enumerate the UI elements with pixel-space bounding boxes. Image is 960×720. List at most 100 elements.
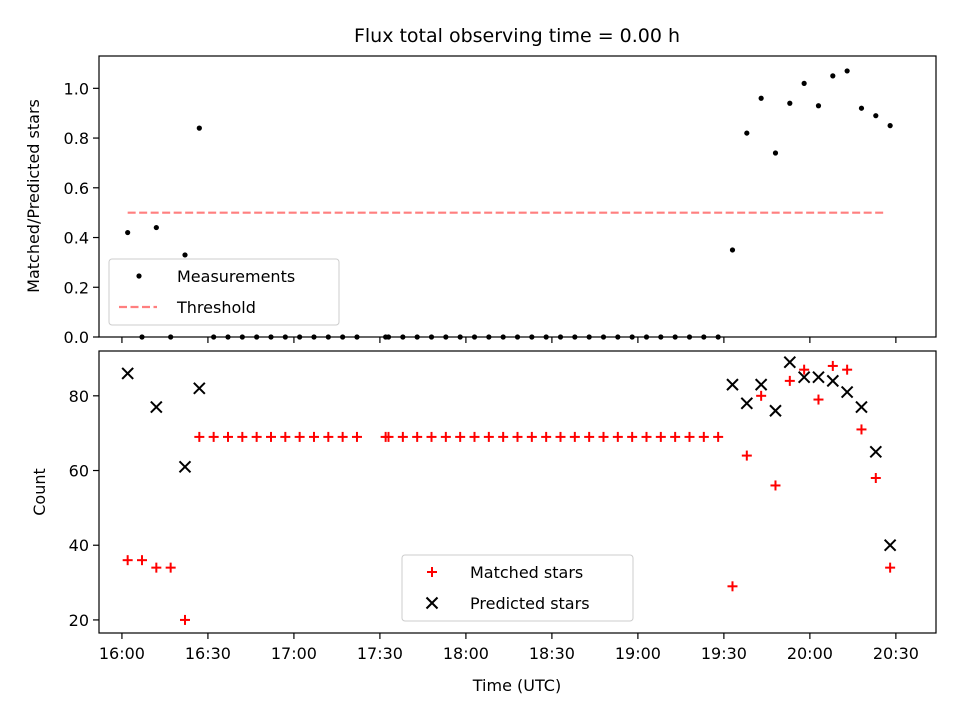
x-tick-label: 19:00 [615,644,661,663]
measurement-point [887,123,893,129]
matched-star-point [885,562,896,573]
legend-label: Measurements [177,267,295,286]
predicted-star-point [740,397,754,410]
bottom-y-tick-label: 20 [69,611,89,630]
predicted-star-point [883,539,897,552]
matched-star-point [713,431,724,442]
matched-star-point [208,431,219,442]
matched-star-point [337,431,348,442]
top-y-tick-label: 0.8 [64,129,89,148]
predicted-star-point [178,460,192,473]
matched-star-point [641,431,652,442]
legend-marker-matched [427,567,437,577]
predicted-star-point [193,382,206,395]
x-tick-label: 17:30 [357,644,403,663]
x-tick-label: 18:00 [443,644,489,663]
measurement-point [772,150,779,156]
predicted-star-point [754,378,768,391]
bottom-legend: Matched stars Predicted stars [401,554,634,622]
matched-star-point [412,431,423,442]
matched-star-point [222,431,233,442]
measurement-point [873,113,879,119]
matched-star-point [598,431,609,442]
matched-star-point [612,431,623,442]
top-panel: 0.0 0.2 0.4 0.6 0.8 1.0 Matched/Predicted sta… [24,55,937,347]
matched-star-point [265,431,276,442]
measurement-point [758,95,764,101]
top-y-tick-label: 0.2 [64,278,89,297]
legend-marker-measurements [136,273,142,279]
matched-star-point [842,364,853,375]
legend-label: Predicted stars [470,594,590,613]
matched-star-point [655,431,666,442]
matched-star-point [194,431,205,442]
matched-star-point [813,394,824,405]
legend-label: Matched stars [470,563,583,582]
measurement-point [196,125,202,131]
bottom-y-tick-label: 80 [69,387,89,406]
matched-star-point [756,390,767,401]
matched-star-point [684,431,695,442]
top-y-tick-label: 0.0 [64,328,89,347]
predicted-star-point [840,385,854,399]
predicted-star-point [783,355,797,369]
matched-star-point [122,555,133,566]
measurement-point [182,252,188,258]
bottom-y-tick-label: 40 [69,536,89,555]
predicted-star-point [826,374,840,388]
top-y-tick-label: 0.6 [64,179,89,198]
predicted-star-point [121,367,134,380]
matched-star-point [498,431,509,442]
legend-box [401,554,634,622]
matched-star-point [237,431,248,442]
measurement-point [844,68,850,74]
measurement-point [744,130,750,136]
matched-star-point [397,431,408,442]
measurement-point [815,103,822,109]
matched-star-point [179,614,190,625]
predicted-star-point [726,378,739,391]
measurement-point [830,73,836,79]
matched-star-point [440,431,451,442]
matched-star-point [569,431,580,442]
x-tick-label: 17:00 [271,644,317,663]
predicted-star-point [769,404,782,417]
legend-marker-predicted [425,596,439,610]
top-ticks: 0.0 0.2 0.4 0.6 0.8 1.0 [64,79,897,347]
matched-star-point [627,431,638,442]
predicted-star-point [812,370,825,384]
legend-label: Threshold [176,298,256,317]
matched-star-point [784,375,795,386]
matched-star-point [294,431,305,442]
measurement-point [729,247,736,253]
matched-star-point [151,562,162,573]
bottom-plot-frame [98,350,937,634]
measurement-point [801,80,807,86]
x-tick-label: 19:30 [701,644,747,663]
matched-star-point [799,364,810,375]
top-y-axis-label: Matched/Predicted stars [24,99,43,293]
predicted-star-point [855,400,868,414]
predicted-star-point [150,400,163,414]
matched-star-point [383,431,394,442]
matched-star-point [483,431,494,442]
x-tick-label: 16:00 [99,644,145,663]
bottom-y-axis-label: Count [30,468,49,516]
matched-star-point [251,431,262,442]
predicted-star-point [869,445,883,459]
matched-star-point [526,431,537,442]
top-y-tick-label: 0.4 [64,229,89,248]
matched-star-point [351,431,362,442]
matched-star-point [698,431,709,442]
top-plot-frame [98,55,937,338]
matched-star-point [512,431,523,442]
matched-star-point [426,431,437,442]
matched-star-point [741,450,752,461]
x-axis-label: Time (UTC) [472,676,561,695]
chart-title: Flux total observing time = 0.00 h [354,25,680,47]
x-tick-label: 18:30 [529,644,575,663]
top-y-tick-label: 1.0 [64,79,89,98]
matched-star-point [856,424,867,435]
predicted-star-point [797,370,811,384]
